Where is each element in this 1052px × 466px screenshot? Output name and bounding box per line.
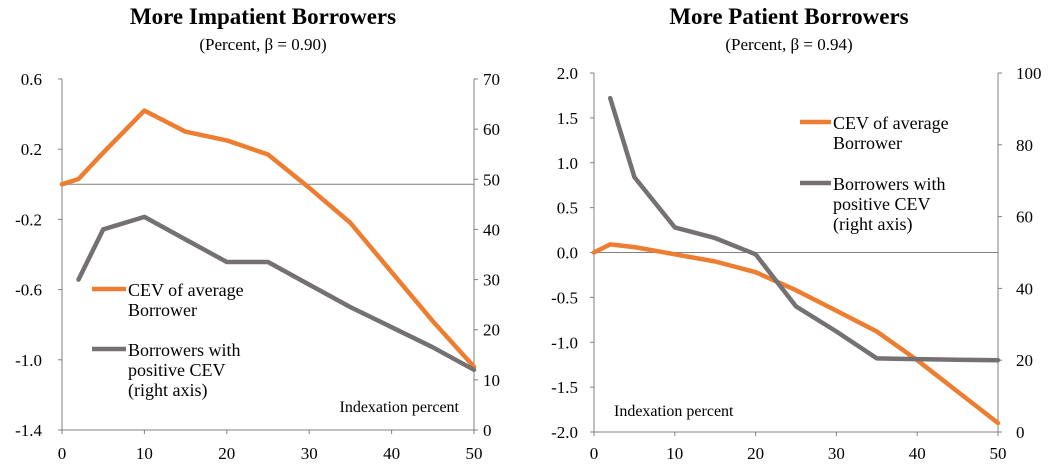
left-y-tick-label: 2.0	[557, 64, 578, 83]
chart-panel-right: More Patient Borrowers (Percent, β = 0.9…	[526, 0, 1052, 466]
right-y-tick-label: 40	[483, 220, 500, 239]
right-y-tick-label: 30	[483, 271, 500, 290]
legend-label: CEV of average	[128, 280, 244, 300]
left-y-tick-label: 0.0	[557, 244, 578, 263]
positive-cev-share-line	[607, 95, 1001, 363]
x-tick-label: 40	[383, 444, 400, 463]
x-axis-label: Indexation percent	[340, 399, 460, 416]
left-y-tick-label: -0.5	[551, 288, 578, 307]
x-tick-label: 50	[990, 444, 1007, 463]
left-y-tick-label: 0.2	[21, 140, 42, 159]
right-y-tick-label: 50	[483, 170, 500, 189]
chart-panel-left: More Impatient Borrowers (Percent, β = 0…	[15, 4, 500, 463]
x-tick-label: 0	[58, 444, 67, 463]
cev-average-line	[591, 242, 1001, 426]
legend-label: Borrowers with	[128, 340, 240, 360]
legend-label: Borrower	[128, 300, 197, 320]
right-y-tick-label: 20	[1016, 351, 1033, 370]
x-tick-label: 40	[909, 444, 926, 463]
legend-label: positive CEV	[128, 360, 226, 380]
chart-title: More Impatient Borrowers	[129, 4, 397, 29]
x-tick-label: 20	[747, 444, 764, 463]
chart-left-plot: 0.6 0.2 -0.2 -0.6 -1.0 -1.4 70 60 50 40 30 20 10 0 0 10…	[15, 70, 500, 463]
chart-subtitle: (Percent, β = 0.94)	[725, 35, 853, 54]
left-y-tick-label: 0.5	[557, 199, 578, 218]
x-tick-label: 50	[466, 444, 483, 463]
legend-label: (right axis)	[833, 214, 912, 235]
right-y-tick-label: 60	[1016, 208, 1033, 227]
x-tick-label: 30	[828, 444, 845, 463]
right-y-tick-label: 10	[483, 371, 500, 390]
right-y-tick-label: 20	[483, 321, 500, 340]
right-y-tick-label: 70	[483, 70, 500, 89]
left-y-tick-label: -1.0	[551, 333, 578, 352]
chart-title: More Patient Borrowers	[669, 4, 909, 29]
left-y-tick-label: -0.6	[15, 281, 42, 300]
x-tick-label: 10	[136, 444, 153, 463]
x-tick-label: 30	[301, 444, 318, 463]
right-y-tick-label: 0	[1016, 423, 1025, 442]
legend-label: positive CEV	[833, 194, 931, 214]
x-axis-label: Indexation percent	[614, 403, 734, 420]
left-y-tick-label: 0.6	[21, 70, 42, 89]
legend-label: Borrowers with	[833, 174, 945, 194]
legend-label: Borrower	[833, 133, 902, 153]
x-tick-label: 20	[218, 444, 235, 463]
left-y-tick-label: -2.0	[551, 423, 578, 442]
legend-label: CEV of average	[833, 113, 949, 133]
positive-cev-share-line	[76, 214, 477, 373]
left-y-tick-label: -1.4	[15, 421, 42, 440]
right-y-tick-label: 80	[1016, 136, 1033, 155]
left-y-tick-label: 1.0	[557, 154, 578, 173]
cev-average-line	[59, 108, 477, 370]
right-y-tick-label: 100	[1016, 64, 1042, 83]
left-y-tick-label: -1.5	[551, 378, 578, 397]
x-tick-label: 10	[666, 444, 683, 463]
legend-label: (right axis)	[128, 380, 207, 401]
right-y-tick-label: 0	[483, 421, 492, 440]
right-y-tick-label: 40	[1016, 279, 1033, 298]
left-y-tick-label: -1.0	[15, 351, 42, 370]
chart-subtitle: (Percent, β = 0.90)	[199, 35, 327, 54]
x-tick-label: 0	[590, 444, 599, 463]
left-y-tick-label: 1.5	[557, 109, 578, 128]
right-y-tick-label: 60	[483, 120, 500, 139]
left-y-tick-label: -0.2	[15, 210, 42, 229]
chart-right-plot: 2.01.51.00.50.0-0.5-1.0-1.5-2.0100806040…	[551, 64, 1042, 463]
